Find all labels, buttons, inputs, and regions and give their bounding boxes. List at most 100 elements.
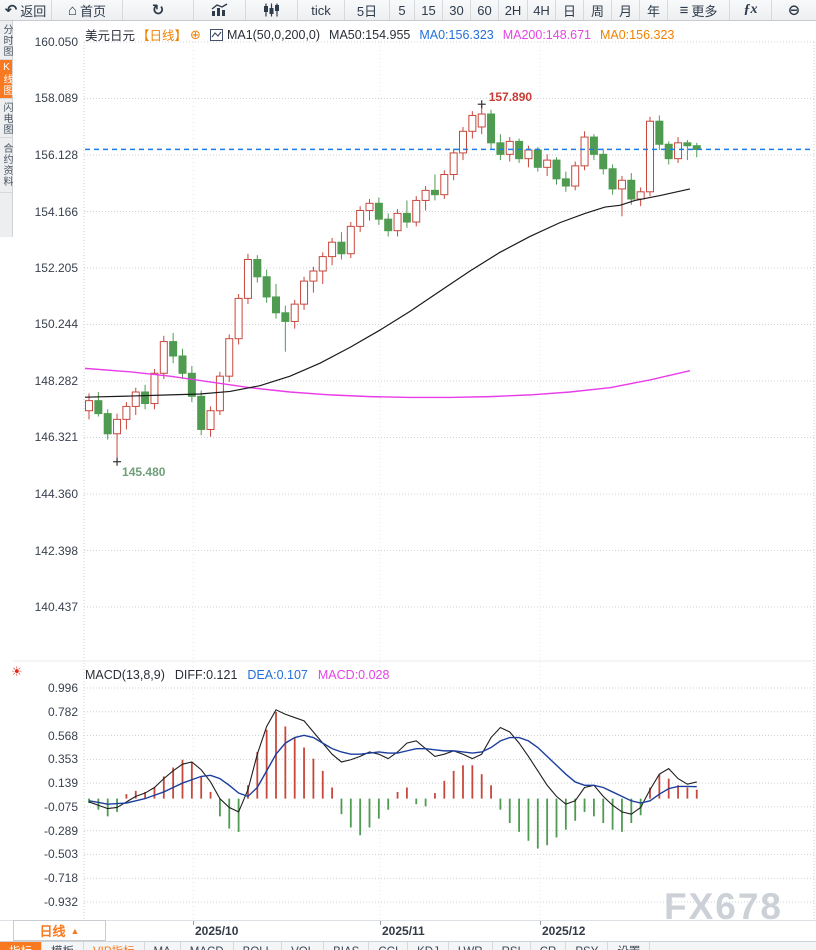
refresh-button[interactable]: ↻ bbox=[123, 0, 194, 20]
fx-button[interactable]: ƒx bbox=[730, 0, 772, 20]
interval-5d-button[interactable]: 5日 bbox=[345, 0, 390, 20]
tab-cr[interactable]: CR bbox=[531, 942, 567, 950]
price-axis-label: 160.050 bbox=[34, 35, 78, 49]
price-axis-label: 152.205 bbox=[34, 260, 78, 275]
tab-kdj[interactable]: KDJ bbox=[408, 942, 449, 950]
interval-5d-button-label: 5日 bbox=[356, 3, 378, 19]
tab-vol[interactable]: VOL bbox=[282, 942, 325, 950]
sidebar-tab-lightning-chart[interactable]: 闪电图 bbox=[0, 99, 12, 138]
interval-30-button[interactable]: 30 bbox=[443, 0, 471, 20]
macd-axis-label: -0.718 bbox=[43, 871, 78, 886]
symbol-label: 美元日元 bbox=[85, 29, 136, 43]
interval-tick-button-label: tick bbox=[311, 2, 331, 18]
tab-psy[interactable]: PSY bbox=[566, 942, 609, 950]
macd-axis-label: -0.289 bbox=[43, 823, 78, 838]
back-button[interactable]: ↶ 返回 bbox=[0, 0, 52, 20]
interval-15-button[interactable]: 15 bbox=[415, 0, 443, 20]
xaxis-date-label: 2025/11 bbox=[382, 924, 425, 938]
tab-vip-indicator[interactable]: VIP指标 bbox=[84, 942, 145, 950]
price-axis-label: 156.128 bbox=[34, 147, 78, 162]
line-chart-button[interactable] bbox=[194, 0, 246, 20]
more-button[interactable]: ≡ 更多 bbox=[668, 0, 730, 20]
macd-axis-label: 0.353 bbox=[47, 752, 78, 767]
macd-header: MACD(13,8,9) DIFF:0.121 DEA:0.107 MACD:0… bbox=[85, 668, 389, 682]
tab-ma[interactable]: MA bbox=[145, 942, 181, 950]
period-selector-label: 日线 bbox=[39, 924, 66, 939]
macd-axis-label: -0.075 bbox=[43, 799, 78, 814]
fx-button-label: ƒx bbox=[743, 2, 758, 17]
tab-lwr[interactable]: LWR bbox=[449, 942, 493, 950]
interval-month-button-label: 月 bbox=[618, 3, 632, 19]
interval-5-button-label: 5 bbox=[398, 2, 406, 18]
sidebar-tab-time-chart[interactable]: 分时图 bbox=[0, 21, 12, 60]
tab-template[interactable]: 模板 bbox=[42, 942, 84, 950]
chart-type-sidebar: 分时图 K线图闪电图合约资料 bbox=[0, 21, 13, 237]
back-button-label: 返回 bbox=[20, 3, 47, 19]
sidebar-tab-kline-chart[interactable]: K线图 bbox=[0, 60, 12, 99]
interval-4h-button[interactable]: 4H bbox=[528, 0, 556, 20]
indicator-tabbar: 指标模板VIP指标MAMACDBOLLVOLBIASCCIKDJLWRRSICR… bbox=[0, 941, 816, 950]
watermark: FX678 bbox=[664, 886, 784, 927]
macd-axis-label: 0.782 bbox=[47, 704, 78, 719]
interval-4h-button-label: 4H bbox=[533, 2, 550, 18]
interval-day-button[interactable]: 日 bbox=[556, 0, 584, 20]
tab-macd[interactable]: MACD bbox=[181, 942, 234, 950]
price-axis-label: 150.244 bbox=[34, 317, 78, 332]
chart-settings-icon[interactable] bbox=[209, 28, 223, 41]
tab-rsi[interactable]: RSI bbox=[493, 942, 531, 950]
tab-indicator[interactable]: 指标 bbox=[0, 942, 42, 950]
price-axis-label: 158.089 bbox=[34, 91, 78, 106]
tab-cci[interactable]: CCI bbox=[369, 942, 409, 950]
interval-year-button-label: 年 bbox=[646, 3, 660, 19]
more-button-label: 更多 bbox=[691, 3, 718, 19]
add-indicator-icon[interactable]: ⊕ bbox=[190, 27, 201, 42]
xaxis-date-label: 2025/12 bbox=[542, 924, 586, 938]
xaxis-tick bbox=[380, 921, 381, 925]
zoom-out-button[interactable]: ⊖ bbox=[772, 0, 816, 20]
price-axis-label: 140.437 bbox=[34, 599, 78, 614]
xaxis-date-label: 2025/10 bbox=[195, 924, 239, 938]
price-axis-label: 154.166 bbox=[34, 204, 78, 219]
tab-lightning-chart-label: 闪电图 bbox=[1, 101, 12, 135]
zoom-out-icon: ⊖ bbox=[787, 1, 801, 19]
indicator-settings-icon[interactable]: ☀ bbox=[11, 664, 23, 679]
macd-axis-label: -0.503 bbox=[43, 847, 78, 862]
more-icon: ≡ bbox=[679, 1, 689, 19]
tab-settings[interactable]: 设置 bbox=[608, 942, 651, 950]
back-icon: ↶ bbox=[4, 1, 18, 19]
interval-15-button-label: 15 bbox=[421, 2, 436, 18]
home-button[interactable]: ⌂ 首页 bbox=[52, 0, 123, 20]
home-icon: ⌂ bbox=[67, 1, 78, 19]
macd-axis-label: 0.996 bbox=[47, 681, 78, 696]
chart-header: 美元日元 【日线】 ⊕ MA1(50,0,200,0) MA50:154.955… bbox=[85, 25, 674, 44]
refresh-icon: ↻ bbox=[151, 1, 165, 19]
interval-tick-button[interactable]: tick bbox=[298, 0, 345, 20]
period-label: 【日线】 bbox=[137, 29, 188, 43]
macd-diff-value: DIFF:0.121 bbox=[174, 668, 238, 682]
price-axis-label: 148.282 bbox=[34, 374, 78, 388]
ma-settings-label: MA1(50,0,200,0) bbox=[226, 27, 321, 42]
high-annotation: 157.890 bbox=[488, 90, 533, 105]
interval-week-button[interactable]: 周 bbox=[584, 0, 612, 20]
top-toolbar: ↶ 返回 ⌂ 首页 ↻ tick 5日 5 15 30 60 2H 4H 日周月年 ≡ 更多 ƒx ⊖ bbox=[0, 0, 816, 21]
tab-boll[interactable]: BOLL bbox=[234, 942, 283, 950]
low-annotation: 145.480 bbox=[122, 464, 166, 479]
macd-axis-label: -0.932 bbox=[43, 895, 78, 910]
tab-bias[interactable]: BIAS bbox=[324, 942, 370, 950]
interval-day-button-label: 日 bbox=[562, 3, 576, 19]
interval-2h-button[interactable]: 2H bbox=[499, 0, 528, 20]
bar-line-chart-icon bbox=[211, 3, 228, 16]
xaxis-tick bbox=[540, 921, 541, 925]
interval-2h-button-label: 2H bbox=[504, 2, 522, 18]
interval-month-button[interactable]: 月 bbox=[612, 0, 640, 20]
candlestick-button[interactable] bbox=[246, 0, 298, 20]
sidebar-tab-contract-info[interactable]: 合约资料 bbox=[0, 138, 12, 193]
interval-year-button[interactable]: 年 bbox=[640, 0, 668, 20]
macd-axis-label: 0.139 bbox=[47, 776, 78, 791]
period-selector[interactable]: 日线 ▲ bbox=[13, 920, 106, 941]
interval-30-button-label: 30 bbox=[449, 2, 464, 18]
interval-5-button[interactable]: 5 bbox=[390, 0, 415, 20]
interval-60-button[interactable]: 60 bbox=[471, 0, 499, 20]
